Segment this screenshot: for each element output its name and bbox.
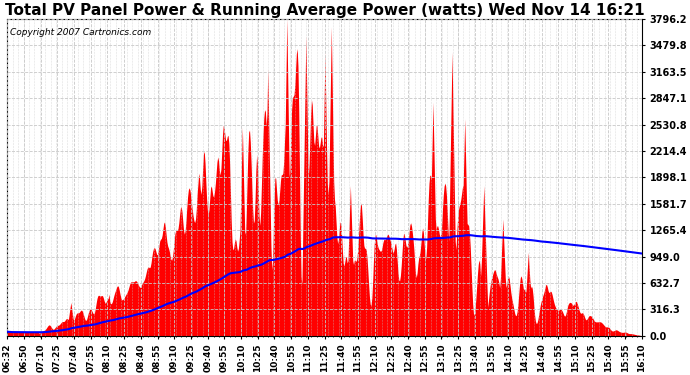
Title: Total PV Panel Power & Running Average Power (watts) Wed Nov 14 16:21: Total PV Panel Power & Running Average P… xyxy=(5,3,644,18)
Text: Copyright 2007 Cartronics.com: Copyright 2007 Cartronics.com xyxy=(10,28,152,38)
